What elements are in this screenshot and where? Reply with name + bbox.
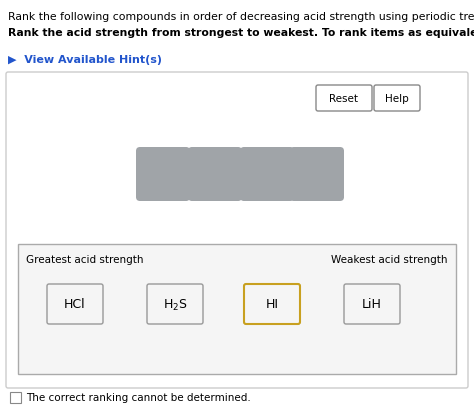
FancyBboxPatch shape xyxy=(244,284,300,324)
FancyBboxPatch shape xyxy=(188,147,242,202)
FancyBboxPatch shape xyxy=(18,244,456,374)
FancyBboxPatch shape xyxy=(6,73,468,388)
FancyBboxPatch shape xyxy=(147,284,203,324)
FancyBboxPatch shape xyxy=(344,284,400,324)
FancyBboxPatch shape xyxy=(290,147,344,202)
FancyBboxPatch shape xyxy=(136,147,190,202)
Text: Greatest acid strength: Greatest acid strength xyxy=(26,254,144,264)
Text: HI: HI xyxy=(265,298,279,311)
Text: Reset: Reset xyxy=(329,94,358,104)
FancyBboxPatch shape xyxy=(10,392,21,403)
Text: ▶  View Available Hint(s): ▶ View Available Hint(s) xyxy=(8,55,162,65)
Text: LiH: LiH xyxy=(362,298,382,311)
Text: The correct ranking cannot be determined.: The correct ranking cannot be determined… xyxy=(26,392,251,402)
Text: Rank the following compounds in order of decreasing acid strength using periodic: Rank the following compounds in order of… xyxy=(8,12,474,22)
FancyBboxPatch shape xyxy=(47,284,103,324)
Text: Rank the acid strength from strongest to weakest. To rank items as equivalent, o: Rank the acid strength from strongest to… xyxy=(8,28,474,38)
Text: Weakest acid strength: Weakest acid strength xyxy=(331,254,448,264)
Text: H$_2$S: H$_2$S xyxy=(163,297,187,312)
Text: Help: Help xyxy=(385,94,409,104)
FancyBboxPatch shape xyxy=(316,86,372,112)
FancyBboxPatch shape xyxy=(374,86,420,112)
Text: HCl: HCl xyxy=(64,298,86,311)
FancyBboxPatch shape xyxy=(240,147,294,202)
